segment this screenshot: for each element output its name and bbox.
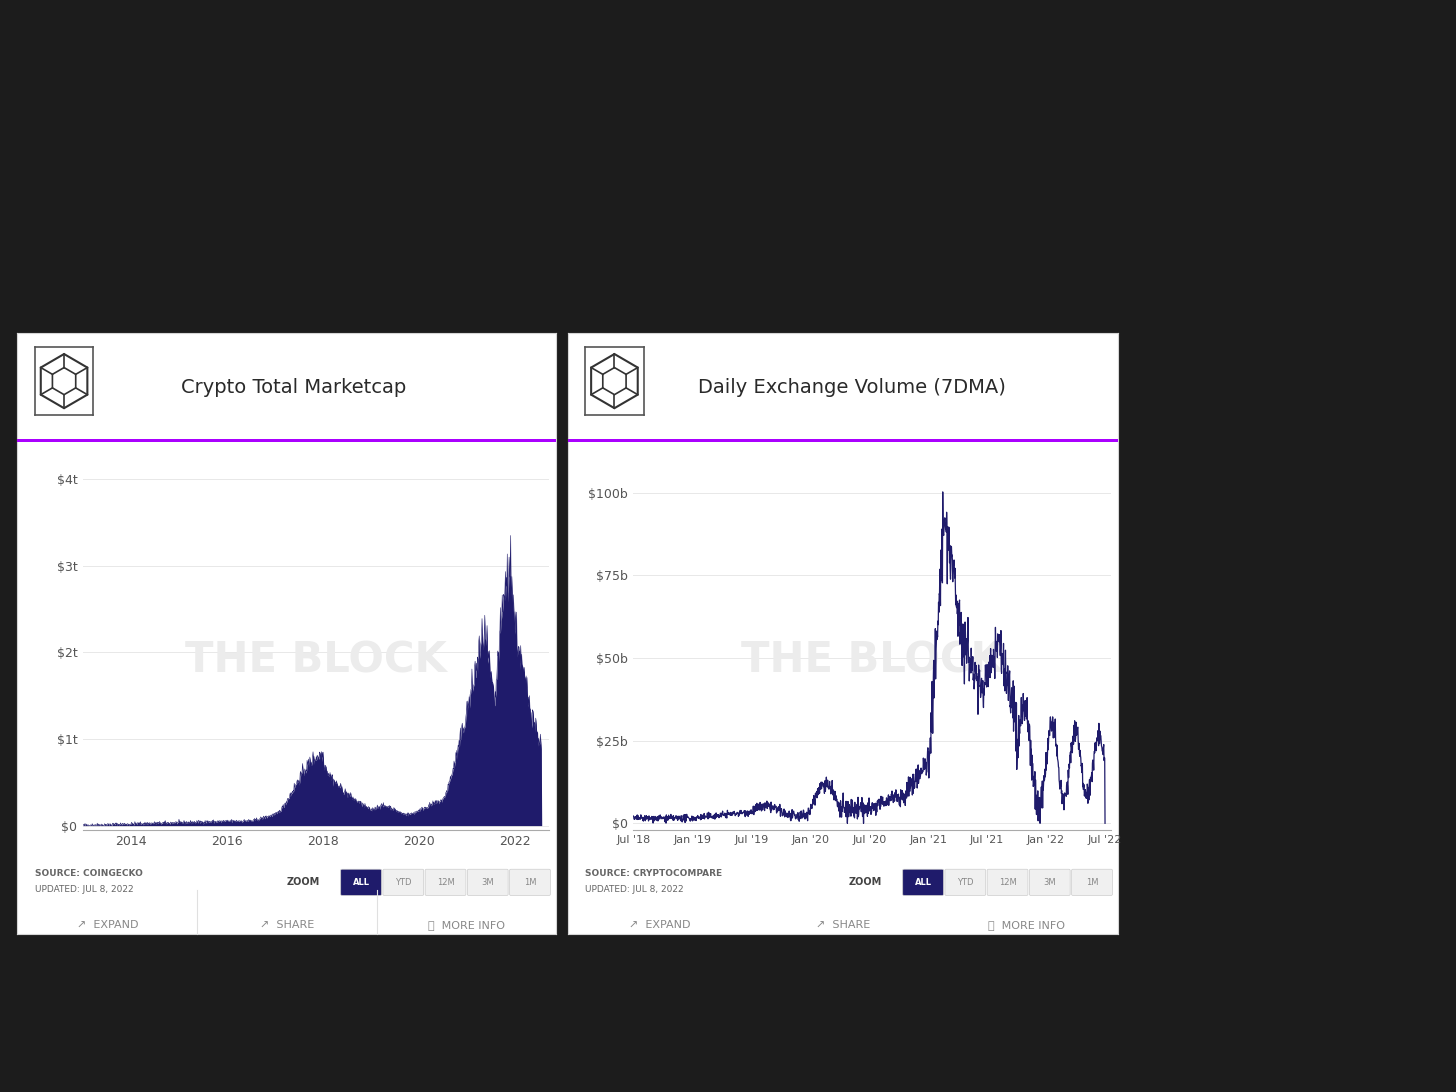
Text: 12M: 12M <box>999 878 1016 887</box>
Text: ALL: ALL <box>352 878 370 887</box>
Text: UPDATED: JUL 8, 2022: UPDATED: JUL 8, 2022 <box>585 886 684 894</box>
Text: ZOOM: ZOOM <box>849 877 882 888</box>
Text: Crypto Total Marketcap: Crypto Total Marketcap <box>182 378 406 397</box>
Text: YTD: YTD <box>395 878 412 887</box>
Text: SOURCE: CRYPTOCOMPARE: SOURCE: CRYPTOCOMPARE <box>585 869 722 878</box>
Text: 3M: 3M <box>482 878 494 887</box>
Text: Daily Exchange Volume (7DMA): Daily Exchange Volume (7DMA) <box>697 378 1006 397</box>
Text: YTD: YTD <box>957 878 974 887</box>
Text: ZOOM: ZOOM <box>287 877 320 888</box>
Text: ↗  SHARE: ↗ SHARE <box>259 919 314 930</box>
Text: SOURCE: COINGECKO: SOURCE: COINGECKO <box>35 869 143 878</box>
Text: ↗  EXPAND: ↗ EXPAND <box>77 919 138 930</box>
Text: 12M: 12M <box>437 878 454 887</box>
Text: UPDATED: JUL 8, 2022: UPDATED: JUL 8, 2022 <box>35 886 134 894</box>
Text: ↗  EXPAND: ↗ EXPAND <box>629 919 690 930</box>
Text: ALL: ALL <box>914 878 932 887</box>
Text: ⓘ  MORE INFO: ⓘ MORE INFO <box>989 919 1064 930</box>
Text: THE BLOCK: THE BLOCK <box>185 640 447 681</box>
Text: ⓘ  MORE INFO: ⓘ MORE INFO <box>428 919 505 930</box>
Text: ↗  SHARE: ↗ SHARE <box>815 919 871 930</box>
Text: 1M: 1M <box>1086 878 1098 887</box>
Text: THE BLOCK: THE BLOCK <box>741 640 1003 681</box>
Text: 3M: 3M <box>1044 878 1056 887</box>
Text: 1M: 1M <box>524 878 536 887</box>
